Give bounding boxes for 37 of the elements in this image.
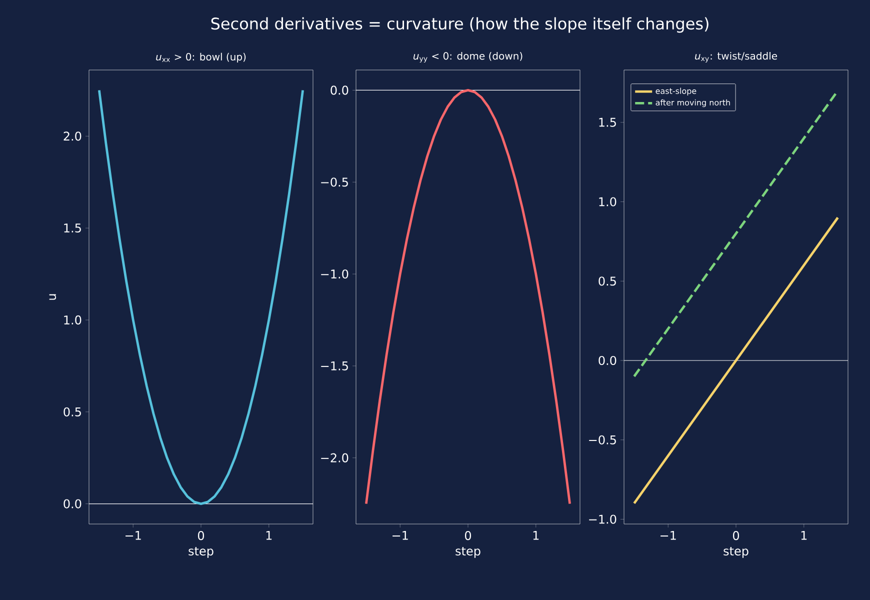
chart-title: u$_{xx}$ > 0: bowl (up) — [156, 52, 246, 62]
chart-title: u$_{xy}$: twist/saddle — [695, 52, 778, 62]
y-tick-label: 1.0 — [599, 197, 616, 206]
y-tick-label: 1.5 — [64, 224, 81, 233]
x-axis-title: step — [188, 546, 214, 558]
y-tick-label: −2.0 — [321, 453, 348, 462]
y-tick-label: 0.0 — [64, 499, 82, 508]
y-tick-label: 0.0 — [330, 86, 348, 95]
x-tick-label: −1 — [126, 531, 141, 540]
y-axis-title: u — [49, 294, 56, 300]
line-series — [364, 89, 572, 505]
y-tick-label: 0.5 — [64, 407, 81, 416]
legend-label: east-slope — [656, 88, 696, 96]
x-tick-label: 0 — [464, 531, 472, 540]
x-tick-label: −1 — [660, 531, 676, 540]
y-tick-label: −1.0 — [321, 269, 348, 279]
x-tick-label: 1 — [801, 531, 807, 540]
chart-title: u$_{yy}$ < 0: dome (down) — [414, 52, 522, 62]
y-tick-label: −1.0 — [589, 514, 616, 524]
y-tick-label: 1.0 — [64, 315, 82, 325]
x-tick-label: 1 — [266, 531, 272, 540]
x-tick-label: −1 — [392, 531, 408, 540]
x-axis-title: step — [456, 546, 480, 558]
x-tick-label: 0 — [198, 531, 204, 540]
y-tick-label: 0.5 — [598, 276, 616, 286]
y-tick-label: −0.5 — [321, 178, 348, 187]
y-tick-label: −0.5 — [589, 435, 616, 444]
x-axis-title: step — [724, 546, 748, 558]
y-tick-label: −1.5 — [321, 361, 348, 370]
x-tick-label: 1 — [533, 531, 539, 540]
y-tick-label: 1.5 — [599, 118, 616, 127]
x-tick-label: 0 — [732, 531, 740, 540]
y-tick-label: 2.0 — [64, 132, 82, 141]
line-series — [98, 89, 304, 505]
legend-label: after moving north — [656, 99, 730, 108]
y-tick-label: 0.0 — [598, 356, 616, 366]
text: Second derivatives = curvature (how the slope itself changes) — [211, 17, 708, 33]
